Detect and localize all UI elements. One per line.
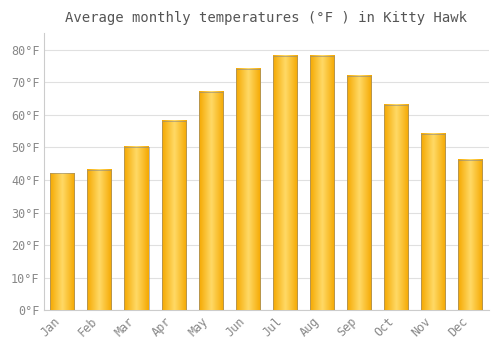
Bar xyxy=(347,76,371,310)
Bar xyxy=(310,56,334,310)
Bar xyxy=(124,147,148,310)
Bar xyxy=(273,56,297,310)
Bar xyxy=(421,134,446,310)
Bar xyxy=(458,160,482,310)
Title: Average monthly temperatures (°F ) in Kitty Hawk: Average monthly temperatures (°F ) in Ki… xyxy=(66,11,468,25)
Bar xyxy=(198,92,222,310)
Bar xyxy=(384,105,408,310)
Bar xyxy=(88,170,112,310)
Bar xyxy=(236,69,260,310)
Bar xyxy=(162,121,186,310)
Bar xyxy=(50,174,74,310)
